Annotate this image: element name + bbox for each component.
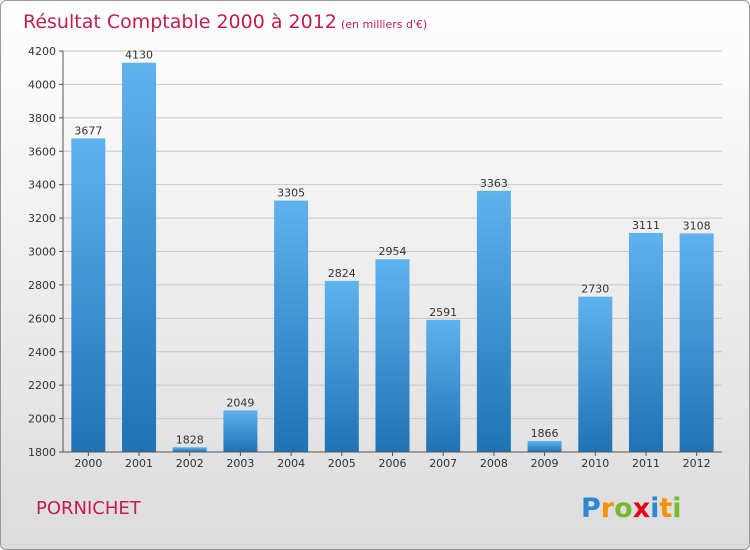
- x-tick-label: 2003: [226, 457, 254, 470]
- bar: [527, 440, 562, 452]
- bar-value-label: 3305: [277, 187, 305, 200]
- bar-value-label: 3111: [632, 219, 660, 232]
- bar-value-label: 2730: [581, 283, 609, 296]
- brand-letter: t: [659, 493, 672, 524]
- bar: [476, 190, 511, 452]
- x-tick-label: 2007: [429, 457, 457, 470]
- bar-value-label: 2049: [226, 396, 254, 409]
- y-tick-label: 3800: [28, 112, 56, 125]
- bar: [172, 447, 207, 452]
- x-tick-label: 2010: [581, 457, 609, 470]
- brand-letter: i: [650, 493, 659, 524]
- brand-logo: Proxiti: [581, 493, 682, 524]
- brand-letter: i: [672, 493, 681, 524]
- bar-value-label: 2591: [429, 306, 457, 319]
- bar: [578, 296, 613, 452]
- bar-value-label: 3108: [683, 219, 711, 232]
- bar-value-label: 3677: [74, 124, 102, 137]
- y-tick-label: 4200: [28, 45, 56, 58]
- city-label: PORNICHET: [36, 498, 142, 519]
- bar-series: 3677 4130 1828 2049 3305 2824 2954 2591 3363 1866…: [71, 49, 714, 453]
- x-tick-label: 2001: [125, 457, 153, 470]
- bar-value-label: 3363: [480, 177, 508, 190]
- x-tick-label: 2002: [176, 457, 204, 470]
- bar: [628, 232, 663, 452]
- x-tick-label: 2011: [632, 457, 660, 470]
- brand-letter: o: [614, 493, 633, 524]
- y-tick-label: 1800: [28, 446, 56, 459]
- x-tick-label: 2009: [531, 457, 559, 470]
- chart-title: Résultat Comptable 2000 à 2012: [23, 11, 337, 33]
- brand-letter: r: [601, 493, 615, 524]
- bar: [274, 200, 309, 452]
- y-tick-label: 2000: [28, 413, 56, 426]
- bar: [679, 233, 714, 452]
- y-tick-label: 3000: [28, 246, 56, 259]
- bar-value-label: 2954: [379, 245, 407, 258]
- x-tick-label: 2006: [379, 457, 407, 470]
- bar-value-label: 1866: [531, 427, 559, 440]
- x-tick-label: 2012: [683, 457, 711, 470]
- y-axis: 1800 2000 2200 2400 2600 2800 3000 3200 3400 3600…: [28, 45, 722, 459]
- bar: [324, 280, 359, 452]
- brand-letter: P: [581, 493, 601, 524]
- bar-value-label: 2824: [328, 267, 356, 280]
- y-tick-label: 4000: [28, 78, 56, 91]
- chart-unit: (en milliers d'€): [341, 18, 427, 31]
- y-tick-label: 2600: [28, 312, 56, 325]
- bar: [426, 319, 461, 452]
- bar: [223, 410, 258, 452]
- x-tick-label: 2004: [277, 457, 305, 470]
- y-tick-label: 3400: [28, 179, 56, 192]
- x-tick-label: 2005: [328, 457, 356, 470]
- x-axis: 2000 2001 2002 2003 2004 2005 2006 2007 2008 2009…: [74, 452, 711, 470]
- bar: [122, 62, 157, 453]
- bar-value-label: 1828: [176, 433, 204, 446]
- bar: [71, 138, 106, 452]
- y-tick-label: 2800: [28, 279, 56, 292]
- bar-value-label: 4130: [125, 49, 153, 62]
- y-tick-label: 3600: [28, 145, 56, 158]
- brand-letter: x: [633, 493, 650, 524]
- x-tick-label: 2000: [74, 457, 102, 470]
- y-tick-label: 2400: [28, 346, 56, 359]
- x-tick-label: 2008: [480, 457, 508, 470]
- bar: [375, 259, 410, 452]
- y-tick-label: 3200: [28, 212, 56, 225]
- y-tick-label: 2200: [28, 379, 56, 392]
